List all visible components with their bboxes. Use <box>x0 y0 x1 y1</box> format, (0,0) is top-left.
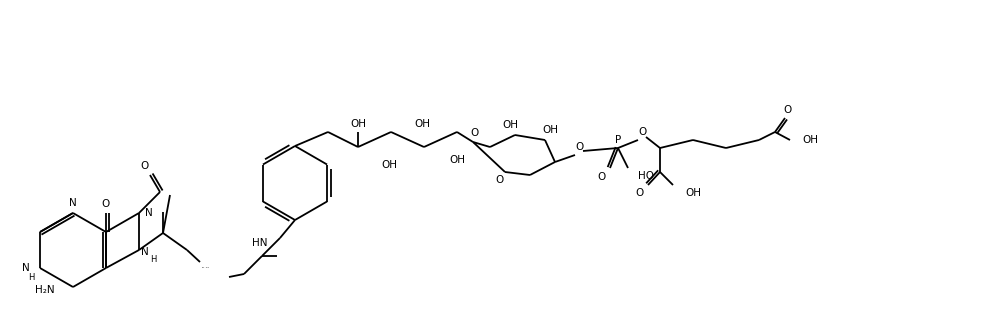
Text: O: O <box>576 142 584 152</box>
Text: O: O <box>495 175 504 185</box>
Text: OH: OH <box>350 119 366 129</box>
Text: H₂N: H₂N <box>35 285 55 295</box>
Text: OH: OH <box>413 119 429 129</box>
Text: N: N <box>69 198 77 208</box>
Text: P: P <box>614 135 621 145</box>
Text: H: H <box>29 273 35 282</box>
Text: OH: OH <box>502 120 518 130</box>
Text: OH: OH <box>684 188 700 198</box>
Text: N: N <box>145 208 152 218</box>
Text: O: O <box>140 161 149 171</box>
Text: O: O <box>101 199 110 209</box>
Text: Me... skip: Me... skip <box>202 266 209 267</box>
Text: O: O <box>638 127 647 137</box>
Text: HO: HO <box>637 171 653 181</box>
Text: H: H <box>149 256 156 264</box>
Text: O: O <box>635 188 644 198</box>
Text: N: N <box>22 263 30 273</box>
Text: O: O <box>470 128 478 138</box>
Text: OH: OH <box>801 135 817 145</box>
Text: OH: OH <box>542 125 558 135</box>
Text: HN: HN <box>252 238 268 248</box>
Text: O: O <box>597 172 606 182</box>
Text: OH: OH <box>448 155 464 165</box>
Text: N: N <box>141 247 148 257</box>
Text: OH: OH <box>380 160 396 170</box>
Text: O: O <box>783 105 791 115</box>
